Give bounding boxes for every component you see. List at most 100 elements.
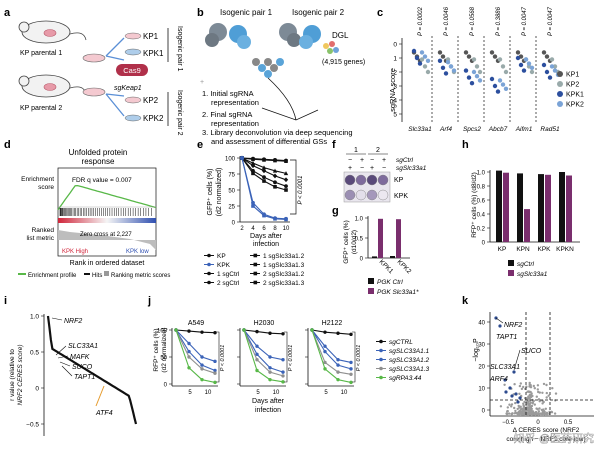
j-point [200, 355, 204, 359]
e-point [284, 188, 288, 192]
c-point [466, 54, 472, 59]
k-point [519, 405, 522, 408]
g-ytick-label: 1.0 [355, 217, 364, 223]
label-kpk1: KPK1 [143, 49, 164, 58]
j-point [349, 367, 353, 371]
k-point [525, 385, 528, 388]
panel-g: GFP⁺ cells (%) (d10/d2) 1.0 0.5 0 KPK1 KPK2… [343, 216, 419, 296]
infected-pool-icon [252, 58, 284, 78]
j-point [349, 380, 353, 385]
c-point [503, 69, 509, 75]
j-title: A549 [188, 320, 204, 327]
c-point [523, 57, 529, 62]
j-series-line [243, 329, 284, 383]
panel-b: Isogenic pair 1 Isogenic pair 2 DGL (4,9… [200, 8, 365, 146]
k-point [529, 396, 532, 399]
c-point [414, 55, 420, 61]
c-point [492, 54, 498, 59]
dish-kp1-icon [124, 32, 142, 40]
e-legend-marker [253, 253, 258, 258]
j-series-line [243, 329, 284, 335]
b-step2b: representation [211, 119, 259, 128]
e-ytick-label: 75 [228, 173, 235, 179]
c-point [437, 58, 443, 63]
j-point [255, 358, 259, 362]
j-point [349, 372, 353, 376]
c-point [445, 60, 451, 65]
j-point [187, 355, 191, 359]
k-point [503, 383, 506, 386]
panel-k: −log₁₀P 0 10 20 30 40 −0.5 0 0.5 NRF2 TAPT1 SUC… [473, 312, 594, 445]
panel-j: RFP⁺ cells (%) (d2 normalized) A54910050… [153, 320, 429, 414]
c-legend-1: KP2 [566, 82, 579, 89]
c-pvalue: P = 0.0047 [522, 6, 528, 36]
k-point [522, 402, 525, 405]
panel-letter-b: b [197, 7, 204, 19]
e-legend-right-1: 1 sgSlc33a1.3 [263, 262, 305, 269]
j-series-line [311, 329, 352, 375]
j-ytick-label: 50 [160, 356, 167, 362]
e-point [273, 185, 277, 189]
c-ylabel: sgRNA score [388, 68, 397, 112]
j-series-line [175, 329, 216, 334]
h-bar [496, 170, 502, 242]
c-point [448, 64, 454, 69]
e-point [272, 173, 278, 179]
k-point [542, 382, 546, 386]
k-point [533, 412, 536, 415]
k-ytick-label: 20 [478, 365, 485, 371]
i-ytick-label: 0.5 [30, 350, 39, 357]
e-pvalue: P < 0.0001 [298, 176, 304, 205]
g-cat-label: KPK2 [396, 258, 413, 275]
k-point [533, 387, 536, 390]
pair1-label-a: Isogenic pair 1 [176, 26, 183, 72]
panel-letter-h: h [462, 139, 469, 151]
k-ytick-label: 40 [478, 321, 485, 327]
e-point [251, 171, 255, 176]
e-legend-left-0: KP [217, 253, 226, 260]
e-point [261, 165, 267, 170]
panel-letter-j: j [147, 295, 151, 307]
c-legend-marker [557, 101, 563, 107]
k-point [529, 384, 532, 387]
c-legend-marker [557, 91, 563, 97]
j-series-line [311, 329, 352, 335]
j-point [213, 331, 217, 335]
c-ytick-label: 3 [393, 84, 397, 91]
e-point [273, 158, 277, 163]
k-xlabel: Δ CERES score (NRF2 [513, 427, 580, 434]
j-point [187, 366, 191, 370]
k-point [528, 407, 532, 410]
j-point [281, 380, 285, 384]
k-point [518, 392, 521, 395]
k-point [532, 384, 535, 388]
j-legend-marker [379, 357, 383, 362]
c-point [437, 50, 443, 55]
k-xtick-label: 0 [536, 420, 540, 426]
e-legend-left-2: 1 sgCtrl [217, 271, 240, 278]
e-ylabel2: (d2 normalized) [216, 168, 223, 217]
j-xlabel: Days after [252, 398, 285, 405]
k-xtick-label: 0.5 [564, 420, 573, 426]
k-point-highlight [498, 324, 502, 328]
dish-kpk2-icon [124, 114, 142, 122]
h-bar [545, 174, 551, 242]
e-point [272, 168, 278, 173]
k-point [530, 410, 534, 413]
c-point [471, 69, 477, 75]
j-point [281, 358, 285, 362]
j-point [213, 359, 217, 364]
j-point [200, 377, 204, 382]
k-point [529, 390, 532, 394]
j-ytick-label: 100 [157, 329, 168, 335]
e-point [240, 156, 244, 160]
i-label-mafk: MAFK [70, 354, 90, 361]
c-point [529, 65, 535, 71]
e-point [284, 184, 288, 189]
c-point [451, 68, 457, 73]
g-legend-0: PGK Ctrl [377, 279, 403, 286]
j-legend-marker [379, 375, 383, 380]
c-point [526, 61, 532, 66]
panel-h: RFP⁺ cells (%) (d8/d2) 1.00.80.60.40.20 … [471, 170, 580, 278]
c-point [440, 54, 446, 59]
